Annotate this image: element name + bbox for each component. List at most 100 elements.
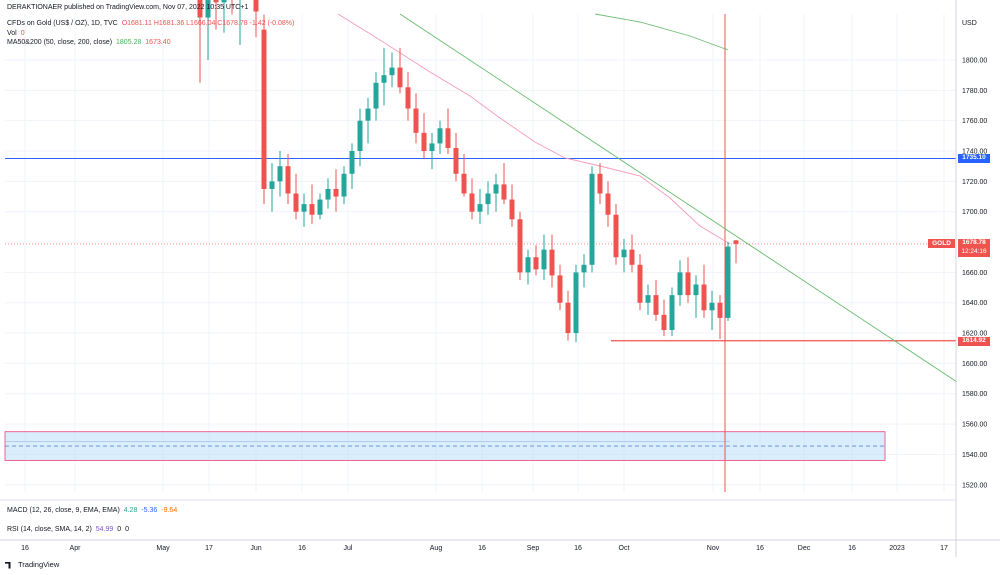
candle-body: [677, 272, 683, 296]
candle-body: [597, 173, 603, 194]
macd-value-2: -5.36: [141, 507, 158, 514]
time-tick-label: 16: [848, 545, 856, 552]
candle-body: [485, 193, 491, 205]
candle-body: [477, 204, 483, 212]
time-axis-labels: 16 Apr May 17 Jun 16 Jul Aug 16 Sep 16 Oct Nov 16 Dec 1…: [21, 545, 948, 552]
last-price-badge: 1678.78: [958, 239, 990, 248]
candle-body: [213, 0, 219, 3]
ma-200-line: [594, 13, 729, 51]
tradingview-footer[interactable]: TradingView: [5, 560, 59, 569]
support-price-badge: 1614.92: [958, 337, 990, 346]
time-tick-label: 17: [940, 545, 948, 552]
price-axis-labels: 1520.00 1540.00 1560.00 1580.00 1600.00 1620.…: [962, 58, 987, 490]
candle-body: [429, 143, 435, 152]
countdown-badge: 12:24:16: [958, 248, 990, 257]
ma-50-line: [337, 13, 731, 245]
candle-body: [437, 128, 443, 144]
tradingview-logo-icon: [5, 561, 11, 569]
candle-body: [501, 184, 507, 200]
grid: [5, 14, 956, 492]
rsi-legend[interactable]: RSI (14, close, SMA, 14, 2) 54.99 0 0: [7, 525, 131, 534]
candle-body: [605, 193, 611, 215]
ma-legend[interactable]: MA50&200 (50, close, 200, close) 1805.28…: [7, 38, 173, 47]
candle-body: [525, 257, 531, 273]
candle-body: [381, 75, 387, 83]
time-tick-label: 16: [21, 545, 29, 552]
ohlc-values: O1681.11 H1681.36 L1666.04 C1678.78 -1.4…: [121, 20, 295, 27]
time-tick-label: 16: [478, 545, 486, 552]
candle-body: [397, 67, 403, 88]
volume-legend[interactable]: Vol 0: [7, 29, 27, 38]
price-tick-label: 1620.00: [962, 331, 987, 338]
rsi-label: RSI (14, close, SMA, 14, 2): [7, 526, 92, 533]
price-tick-label: 1660.00: [962, 270, 987, 277]
candle-body: [293, 193, 299, 212]
candle-body: [685, 272, 691, 296]
candle-body: [421, 132, 427, 152]
price-tick-label: 1520.00: [962, 482, 987, 489]
candle-body: [549, 249, 555, 276]
candle-body: [653, 295, 659, 315]
candle-body: [637, 264, 643, 303]
volume-value: 0: [20, 30, 25, 37]
candle-body: [357, 120, 363, 152]
candle-body: [325, 188, 331, 200]
candle-body: [629, 249, 635, 265]
candle-body: [253, 0, 259, 12]
rsi-value-3: 0: [125, 526, 130, 533]
target-zone: [4, 431, 886, 461]
candle-body: [341, 173, 347, 197]
candle-body: [645, 295, 651, 303]
price-tick-label: 1580.00: [962, 391, 987, 398]
candle-body: [453, 147, 459, 174]
candle-body: [205, 0, 211, 18]
candle-body: [725, 246, 731, 318]
candle-body: [413, 108, 419, 133]
volume-label: Vol: [7, 30, 17, 37]
currency-label: USD: [962, 20, 977, 27]
candle-body: [613, 214, 619, 258]
candle-body: [517, 219, 523, 273]
time-tick-label: 17: [205, 545, 213, 552]
time-tick-label: 16: [574, 545, 582, 552]
price-tick-label: 1760.00: [962, 118, 987, 125]
symbol-name: CFDs on Gold (US$ / OZ), 1D, TVC: [7, 20, 118, 27]
time-tick-label: Oct: [619, 545, 630, 552]
candle-body: [589, 173, 595, 265]
candle-body: [709, 302, 715, 311]
time-tick-label: Jun: [250, 545, 261, 552]
time-tick-label: 16: [756, 545, 764, 552]
candle-body: [573, 272, 579, 334]
candle-body: [581, 264, 587, 273]
candle-body: [221, 0, 227, 3]
candle-body: [261, 29, 267, 189]
macd-legend[interactable]: MACD (12, 26, close, 9, EMA, EMA) 4.28 -…: [7, 506, 179, 515]
time-tick-label: Dec: [798, 545, 811, 552]
candles: [197, 0, 739, 343]
candle-body: [301, 204, 307, 212]
symbol-legend[interactable]: CFDs on Gold (US$ / OZ), 1D, TVC O1681.1…: [7, 19, 296, 28]
price-tick-label: 1720.00: [962, 179, 987, 186]
candle-body: [557, 275, 563, 303]
price-tick-label: 1740.00: [962, 149, 987, 156]
resistance-price-badge: 1735.10: [958, 154, 990, 163]
tradingview-brand: TradingView: [18, 560, 60, 569]
time-tick-label: Apr: [70, 545, 82, 552]
candle-body: [285, 166, 291, 194]
candle-body: [277, 166, 283, 182]
price-tick-label: 1700.00: [962, 209, 987, 216]
rsi-value-2: 0: [117, 526, 122, 533]
time-tick-label: Nov: [707, 545, 720, 552]
ma-label: MA50&200 (50, close, 200, close): [7, 39, 113, 46]
candle-body: [309, 204, 315, 215]
publisher-caption: DERAKTIONAER published on TradingView.co…: [7, 3, 248, 12]
price-tick-label: 1640.00: [962, 300, 987, 307]
candle-body: [701, 284, 707, 311]
candle-body: [389, 67, 395, 76]
price-tick-label: 1780.00: [962, 88, 987, 95]
time-tick-label: 16: [298, 545, 306, 552]
candle-body: [661, 314, 667, 331]
candle-body: [469, 193, 475, 212]
candle-body: [333, 188, 339, 197]
candle-body: [349, 151, 355, 174]
